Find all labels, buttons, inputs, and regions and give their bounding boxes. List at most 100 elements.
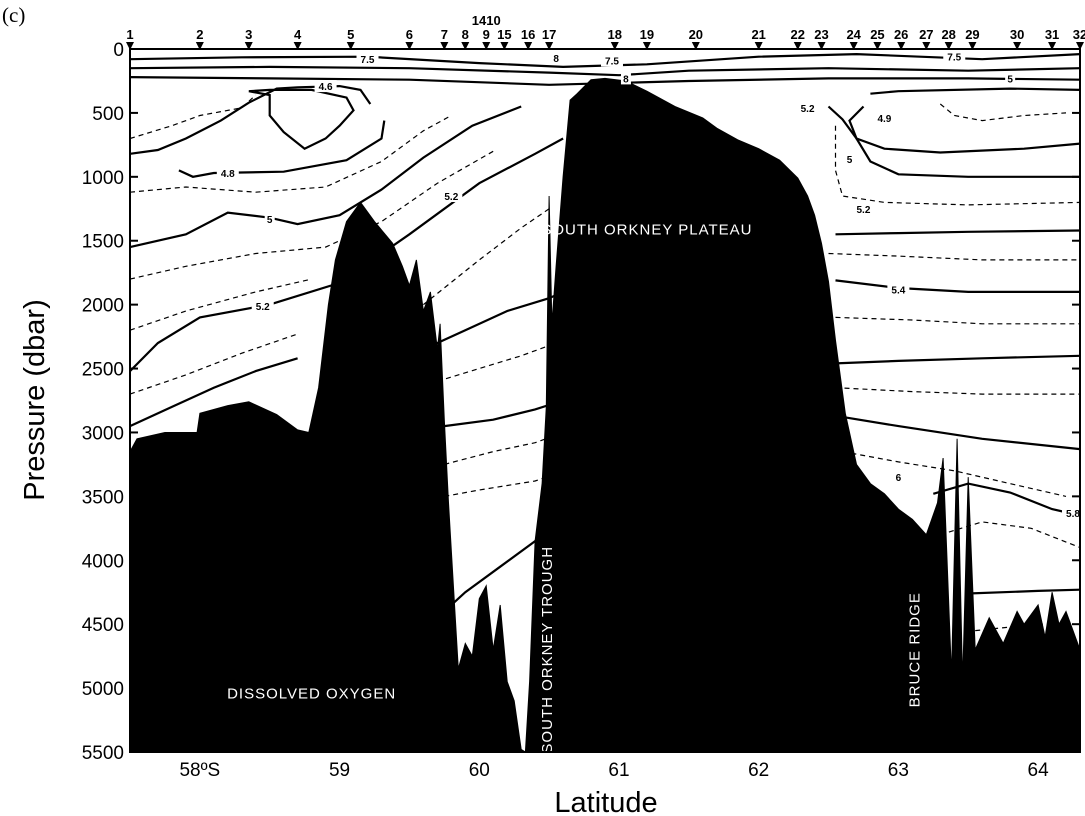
solid-contour-line <box>178 120 386 178</box>
station-marker <box>849 42 858 50</box>
station-marker <box>968 42 977 50</box>
station-label: 9 <box>483 27 490 42</box>
dashed-contour-line <box>939 103 1067 122</box>
station-label: 5 <box>347 27 354 42</box>
station-marker <box>293 42 302 50</box>
station-label: 24 <box>846 27 861 42</box>
y-axis-title: Pressure (dbar) <box>19 299 51 500</box>
x-axis-title: Latitude <box>554 787 657 816</box>
contour-label-bg <box>796 101 819 114</box>
station-marker <box>610 42 619 50</box>
feature-label: SOUTH ORKNEY PLATEAU <box>541 221 752 238</box>
solid-contour-line <box>129 65 1081 77</box>
solid-contour-line <box>848 105 1081 154</box>
contour-label: 5 <box>267 215 273 226</box>
contour-label: 5.2 <box>801 104 815 115</box>
contour-label: 5 <box>847 155 853 166</box>
station-label: 2 <box>196 27 203 42</box>
station-marker <box>642 42 651 50</box>
station-marker <box>244 42 253 50</box>
contour-label: 4.9 <box>877 114 891 125</box>
x-tick-label: 59 <box>329 760 350 781</box>
station-label: 28 <box>941 27 955 42</box>
station-label-stacked: 1410 <box>472 13 501 28</box>
y-tick-label: 1000 <box>82 168 124 189</box>
station-marker <box>461 42 470 50</box>
bathymetry-group <box>129 77 1081 753</box>
contour-label: 5.2 <box>857 205 871 216</box>
station-marker <box>405 42 414 50</box>
contour-label-bg <box>356 53 379 66</box>
solid-contour-line <box>835 279 1080 293</box>
dashed-contour-line <box>129 278 312 331</box>
contour-label-bg <box>887 283 910 296</box>
station-marker <box>440 42 449 50</box>
dashed-contour-line <box>940 521 1081 549</box>
y-tick-label: 2500 <box>82 360 124 381</box>
station-marker <box>1013 42 1022 50</box>
y-axis-ticks: 0 500 1000 1500 2000 2500 3000 3500 4000 4500 5000… <box>82 40 1080 764</box>
contour-label-bg <box>314 80 337 93</box>
x-axis-ticks: 58ºS 59 60 61 62 63 64 <box>179 744 1049 781</box>
solid-contour-line <box>968 588 1081 595</box>
station-label: 32 <box>1073 27 1085 42</box>
station-label: 26 <box>894 27 908 42</box>
contour-label: 5 <box>1007 74 1013 85</box>
station-label: 1 <box>126 27 133 42</box>
station-label: 29 <box>965 27 979 42</box>
solid-contour-line <box>248 88 355 150</box>
contour-label-bg <box>551 51 562 64</box>
solid-contour-line <box>835 354 1081 365</box>
dashed-contour-line <box>129 150 494 280</box>
contour-label: 7.5 <box>605 57 619 68</box>
feature-label: BRUCE RIDGE <box>906 592 923 707</box>
y-tick-label: 3000 <box>82 423 124 444</box>
dashed-contour-line <box>129 114 452 193</box>
station-label: 16 <box>521 27 535 42</box>
solid-contour-line <box>835 229 1081 236</box>
solid-contour-line <box>129 357 298 428</box>
plot-frame <box>129 48 1081 753</box>
contour-label-bg <box>600 54 623 67</box>
contour-label-bg <box>1005 72 1016 85</box>
contour-label: 8 <box>623 74 629 85</box>
contour-label: 5.2 <box>444 192 458 203</box>
station-marker <box>897 42 906 50</box>
solid-contour-line <box>827 105 1080 178</box>
y-tick-label: 4500 <box>82 615 124 636</box>
contour-label-bg <box>440 189 463 202</box>
contour-label-bg <box>852 202 875 215</box>
contour-label: 7.5 <box>947 53 961 64</box>
y-tick-label: 2000 <box>82 296 124 317</box>
station-label: 18 <box>608 27 622 42</box>
y-tick-label: 1500 <box>82 232 124 253</box>
contour-label-bg <box>1062 506 1085 519</box>
station-label: 7 <box>441 27 448 42</box>
contour-label: 8 <box>553 54 559 65</box>
station-marker <box>944 42 953 50</box>
station-label: 23 <box>814 27 828 42</box>
contour-label: 4.6 <box>319 82 333 93</box>
feature-label-group: SOUTH ORKNEY PLATEAU SOUTH ORKNEY TROUGH B… <box>227 221 923 753</box>
y-tick-label: 4000 <box>82 551 124 572</box>
x-tick-label: 58ºS <box>179 760 220 781</box>
station-label: 22 <box>791 27 805 42</box>
station-label: 3 <box>245 27 252 42</box>
dashed-contour-line <box>437 342 557 382</box>
station-label: 27 <box>919 27 933 42</box>
station-label: 6 <box>406 27 413 42</box>
station-marker <box>524 42 533 50</box>
station-marker <box>754 42 763 50</box>
dashed-contour-line <box>828 252 1080 261</box>
station-label: 19 <box>640 27 654 42</box>
station-marker <box>922 42 931 50</box>
station-label: 21 <box>751 27 765 42</box>
station-marker <box>1076 42 1084 50</box>
dashed-contour-line <box>835 316 1080 325</box>
y-tick-label: 5500 <box>82 743 124 764</box>
contour-label-bg <box>873 112 896 125</box>
dashed-contour-line <box>835 387 1080 395</box>
contour-label-bg <box>844 152 855 165</box>
contour-label-bg <box>620 72 631 85</box>
